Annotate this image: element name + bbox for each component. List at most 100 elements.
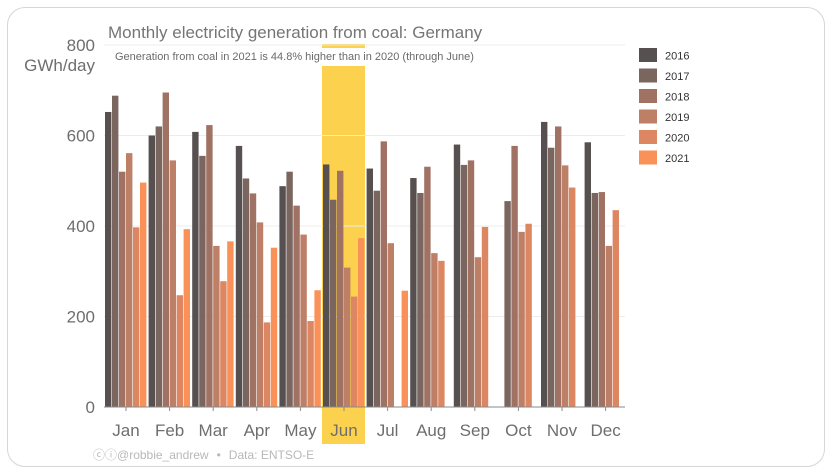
bar-jan-2016	[105, 111, 112, 407]
bar-mar-2018	[206, 125, 213, 407]
bar-oct-2018	[511, 145, 518, 407]
footer-separator: •	[217, 448, 221, 462]
bar-aug-2020	[438, 260, 445, 407]
x-tick-label-aug: Aug	[416, 421, 446, 440]
bar-feb-2019	[169, 160, 176, 407]
bar-sep-2018	[467, 160, 475, 407]
bar-may-2021	[314, 290, 321, 407]
bar-aug-2017	[417, 192, 424, 407]
bar-jul-2016	[366, 168, 373, 407]
bar-jan-2021	[140, 182, 147, 407]
bar-jul-2021	[401, 290, 408, 407]
legend-label-2016: 2016	[665, 51, 689, 63]
bar-jun-2019	[344, 267, 351, 407]
legend-label-2017: 2017	[665, 71, 689, 83]
x-tick-label-oct: Oct	[505, 421, 532, 440]
x-tick-label-jun: Jun	[330, 421, 357, 440]
bar-may-2020	[307, 321, 314, 407]
x-tick-label-jan: Jan	[112, 421, 139, 440]
y-tick-800: 800	[67, 36, 95, 55]
x-tick-label-mar: Mar	[199, 421, 229, 440]
legend-label-2021: 2021	[665, 153, 689, 165]
x-tick-label-sep: Sep	[460, 421, 490, 440]
bar-jul-2018	[380, 141, 387, 407]
bar-aug-2016	[410, 178, 417, 407]
bar-nov-2020	[569, 187, 576, 407]
bar-may-2018	[293, 205, 300, 407]
bar-apr-2020	[263, 322, 271, 407]
bar-sep-2017	[460, 164, 468, 407]
bar-mar-2016	[192, 131, 199, 407]
bar-sep-2019	[474, 257, 482, 407]
x-tick-label-dec: Dec	[590, 421, 621, 440]
data-source: Data: ENTSO-E	[229, 448, 314, 462]
bar-feb-2021	[183, 229, 190, 407]
bar-may-2017	[286, 171, 293, 407]
legend-swatch-2018	[639, 89, 657, 103]
bar-jan-2020	[133, 227, 140, 407]
y-tick-label-600: 600	[67, 127, 95, 146]
legend: 2016 2017 2018 2019 2020 2021	[639, 48, 689, 165]
bar-nov-2018	[555, 126, 562, 407]
y-tick-label-0: 0	[86, 398, 95, 417]
bar-dec-2020	[612, 210, 619, 407]
x-tick-labels: Jan Feb Mar Apr May Jun Jul Aug Sep Oct Nov Dec	[112, 407, 621, 440]
bar-dec-2018	[598, 192, 605, 407]
bar-mar-2017	[199, 155, 206, 407]
bar-feb-2017	[155, 126, 162, 407]
bar-mar-2019	[213, 245, 220, 407]
cc-by-icons: ⓒⓘ	[93, 448, 117, 462]
bar-feb-2016	[148, 135, 155, 407]
legend-swatch-2017	[639, 68, 657, 83]
x-tick-label-jul: Jul	[377, 421, 399, 440]
y-tick-labels: 0 200 400 600	[67, 127, 95, 418]
legend-swatch-2016	[639, 48, 657, 62]
legend-swatch-2021	[639, 150, 657, 165]
bar-jul-2019	[387, 243, 394, 407]
y-tick-label-200: 200	[67, 308, 95, 327]
bar-mar-2021	[227, 241, 234, 407]
bar-jun-2017	[330, 199, 337, 407]
chart-title: Monthly electricity generation from coal…	[108, 23, 483, 42]
author-handle: @robbie_andrew	[117, 448, 209, 462]
bar-jun-2021	[358, 238, 365, 407]
bar-jun-2016	[323, 164, 330, 407]
bar-jun-2018	[337, 170, 344, 407]
x-tick-label-nov: Nov	[547, 421, 578, 440]
y-tick-label-400: 400	[67, 217, 95, 236]
bar-dec-2017	[591, 192, 598, 407]
bars	[105, 92, 619, 408]
bar-feb-2018	[162, 92, 169, 407]
bar-jan-2017	[112, 95, 119, 408]
june-highlight-top-marker	[322, 44, 365, 48]
bar-may-2016	[279, 186, 286, 407]
bar-apr-2017	[242, 178, 250, 407]
bar-oct-2020	[525, 223, 532, 407]
y-axis-unit: GWh/day	[24, 56, 95, 75]
bar-jan-2018	[119, 171, 126, 407]
bar-jun-2020	[351, 296, 358, 407]
legend-swatch-2020	[639, 130, 657, 144]
bar-oct-2019	[518, 231, 525, 407]
bar-jan-2019	[126, 153, 133, 407]
legend-label-2020: 2020	[665, 133, 689, 145]
bar-aug-2019	[431, 253, 438, 407]
bar-dec-2016	[584, 142, 591, 407]
footer-credit: ⓒⓘ@robbie_andrew • Data: ENTSO-E	[93, 448, 314, 462]
bar-apr-2019	[256, 222, 264, 407]
bar-apr-2016	[235, 145, 243, 407]
legend-label-2018: 2018	[665, 92, 689, 104]
legend-label-2019: 2019	[665, 112, 689, 124]
x-tick-label-apr: Apr	[244, 421, 271, 440]
bar-sep-2016	[453, 144, 461, 408]
legend-swatch-2019	[639, 109, 657, 124]
x-tick-label-may: May	[284, 421, 317, 440]
bar-may-2019	[300, 234, 307, 407]
bar-apr-2021	[270, 247, 278, 407]
bar-feb-2020	[176, 295, 183, 407]
bar-nov-2016	[541, 121, 548, 408]
bar-nov-2017	[548, 147, 555, 407]
bar-mar-2020	[220, 281, 227, 407]
bar-apr-2018	[249, 193, 257, 407]
